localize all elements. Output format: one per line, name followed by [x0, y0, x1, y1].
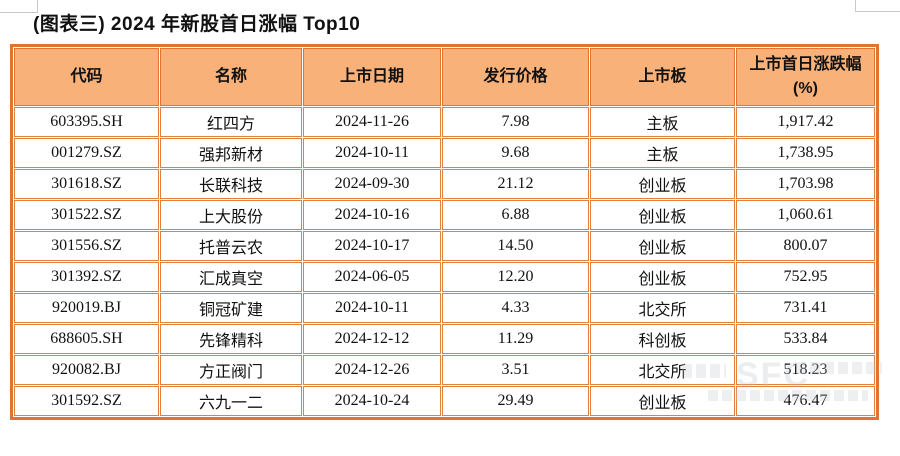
table-row: 920019.BJ 铜冠矿建 2024-10-11 4.33 北交所 731.41: [14, 293, 875, 323]
table-cell: 长联科技: [160, 169, 302, 199]
table-header: 代码 名称 上市日期 发行价格 上市板 上市首日涨跌幅(%): [14, 48, 875, 106]
table-cell: 301522.SZ: [14, 200, 159, 230]
table-cell: 2024-09-30: [303, 169, 441, 199]
table-row: 688605.SH 先锋精科 2024-12-12 11.29 科创板 533.84: [14, 324, 875, 354]
table-cell: 920082.BJ: [14, 355, 159, 385]
table-cell: 1,060.61: [736, 200, 875, 230]
table-cell: 主板: [590, 138, 735, 168]
table-cell: 301592.SZ: [14, 386, 159, 416]
table-cell: 476.47: [736, 386, 875, 416]
column-header: 名称: [160, 48, 302, 106]
table-cell: 强邦新材: [160, 138, 302, 168]
table-cell: 752.95: [736, 262, 875, 292]
table-cell: 603395.SH: [14, 107, 159, 137]
table-row: 603395.SH 红四方 2024-11-26 7.98 主板 1,917.42: [14, 107, 875, 137]
table-cell: 2024-10-17: [303, 231, 441, 261]
table-cell: 创业板: [590, 231, 735, 261]
table-cell: 9.68: [442, 138, 589, 168]
column-header: 代码: [14, 48, 159, 106]
screenshot-edge-artifact-right: [855, 0, 900, 12]
table-cell: 上大股份: [160, 200, 302, 230]
table-cell: 688605.SH: [14, 324, 159, 354]
table-cell: 科创板: [590, 324, 735, 354]
table-cell: 2024-10-24: [303, 386, 441, 416]
table-cell: 1,738.95: [736, 138, 875, 168]
table-cell: 2024-10-11: [303, 293, 441, 323]
table-cell: 先锋精科: [160, 324, 302, 354]
table-cell: 2024-06-05: [303, 262, 441, 292]
table-row: 920082.BJ 方正阀门 2024-12-26 3.51 北交所 518.23: [14, 355, 875, 385]
column-header: 发行价格: [442, 48, 589, 106]
table-cell: 800.07: [736, 231, 875, 261]
table-cell: 主板: [590, 107, 735, 137]
table-cell: 北交所: [590, 293, 735, 323]
table-cell: 创业板: [590, 262, 735, 292]
table-cell: 29.49: [442, 386, 589, 416]
table-cell: 创业板: [590, 386, 735, 416]
table-cell: 2024-10-11: [303, 138, 441, 168]
screenshot-edge-artifact-left: [0, 0, 38, 13]
table-cell: 1,917.42: [736, 107, 875, 137]
page-title: (图表三) 2024 年新股首日涨幅 Top10: [33, 14, 361, 35]
table-cell: 301556.SZ: [14, 231, 159, 261]
table-cell: 001279.SZ: [14, 138, 159, 168]
table-row: 301592.SZ 六九一二 2024-10-24 29.49 创业板 476.47: [14, 386, 875, 416]
table-cell: 6.88: [442, 200, 589, 230]
column-header: 上市日期: [303, 48, 441, 106]
table-cell: 11.29: [442, 324, 589, 354]
table-cell: 7.98: [442, 107, 589, 137]
table-cell: 创业板: [590, 169, 735, 199]
table-cell: 21.12: [442, 169, 589, 199]
table-cell: 红四方: [160, 107, 302, 137]
table-cell: 1,703.98: [736, 169, 875, 199]
table-row: 301618.SZ 长联科技 2024-09-30 21.12 创业板 1,703.98: [14, 169, 875, 199]
table-body: 603395.SH 红四方 2024-11-26 7.98 主板 1,917.42 0012…: [14, 107, 875, 416]
column-header: 上市首日涨跌幅(%): [736, 48, 875, 106]
table-cell: 方正阀门: [160, 355, 302, 385]
table-cell: 12.20: [442, 262, 589, 292]
table-cell: 920019.BJ: [14, 293, 159, 323]
table-cell: 4.33: [442, 293, 589, 323]
table-cell: 北交所: [590, 355, 735, 385]
table-cell: 汇成真空: [160, 262, 302, 292]
table-cell: 14.50: [442, 231, 589, 261]
header-row: 代码 名称 上市日期 发行价格 上市板 上市首日涨跌幅(%): [14, 48, 875, 106]
table-cell: 六九一二: [160, 386, 302, 416]
table-cell: 托普云农: [160, 231, 302, 261]
ipo-top10-table: 代码 名称 上市日期 发行价格 上市板 上市首日涨跌幅(%) 603395.SH 红四方 20…: [10, 44, 879, 420]
table-row: 001279.SZ 强邦新材 2024-10-11 9.68 主板 1,738.95: [14, 138, 875, 168]
column-header: 上市板: [590, 48, 735, 106]
table-cell: 518.23: [736, 355, 875, 385]
table-cell: 301618.SZ: [14, 169, 159, 199]
table-cell: 2024-12-12: [303, 324, 441, 354]
table-cell: 731.41: [736, 293, 875, 323]
table-cell: 铜冠矿建: [160, 293, 302, 323]
table-cell: 2024-11-26: [303, 107, 441, 137]
table-row: 301556.SZ 托普云农 2024-10-17 14.50 创业板 800.07: [14, 231, 875, 261]
table-cell: 533.84: [736, 324, 875, 354]
table-cell: 创业板: [590, 200, 735, 230]
table-cell: 301392.SZ: [14, 262, 159, 292]
table-row: 301522.SZ 上大股份 2024-10-16 6.88 创业板 1,060.61: [14, 200, 875, 230]
table-cell: 3.51: [442, 355, 589, 385]
table-row: 301392.SZ 汇成真空 2024-06-05 12.20 创业板 752.95: [14, 262, 875, 292]
table-cell: 2024-10-16: [303, 200, 441, 230]
table-cell: 2024-12-26: [303, 355, 441, 385]
